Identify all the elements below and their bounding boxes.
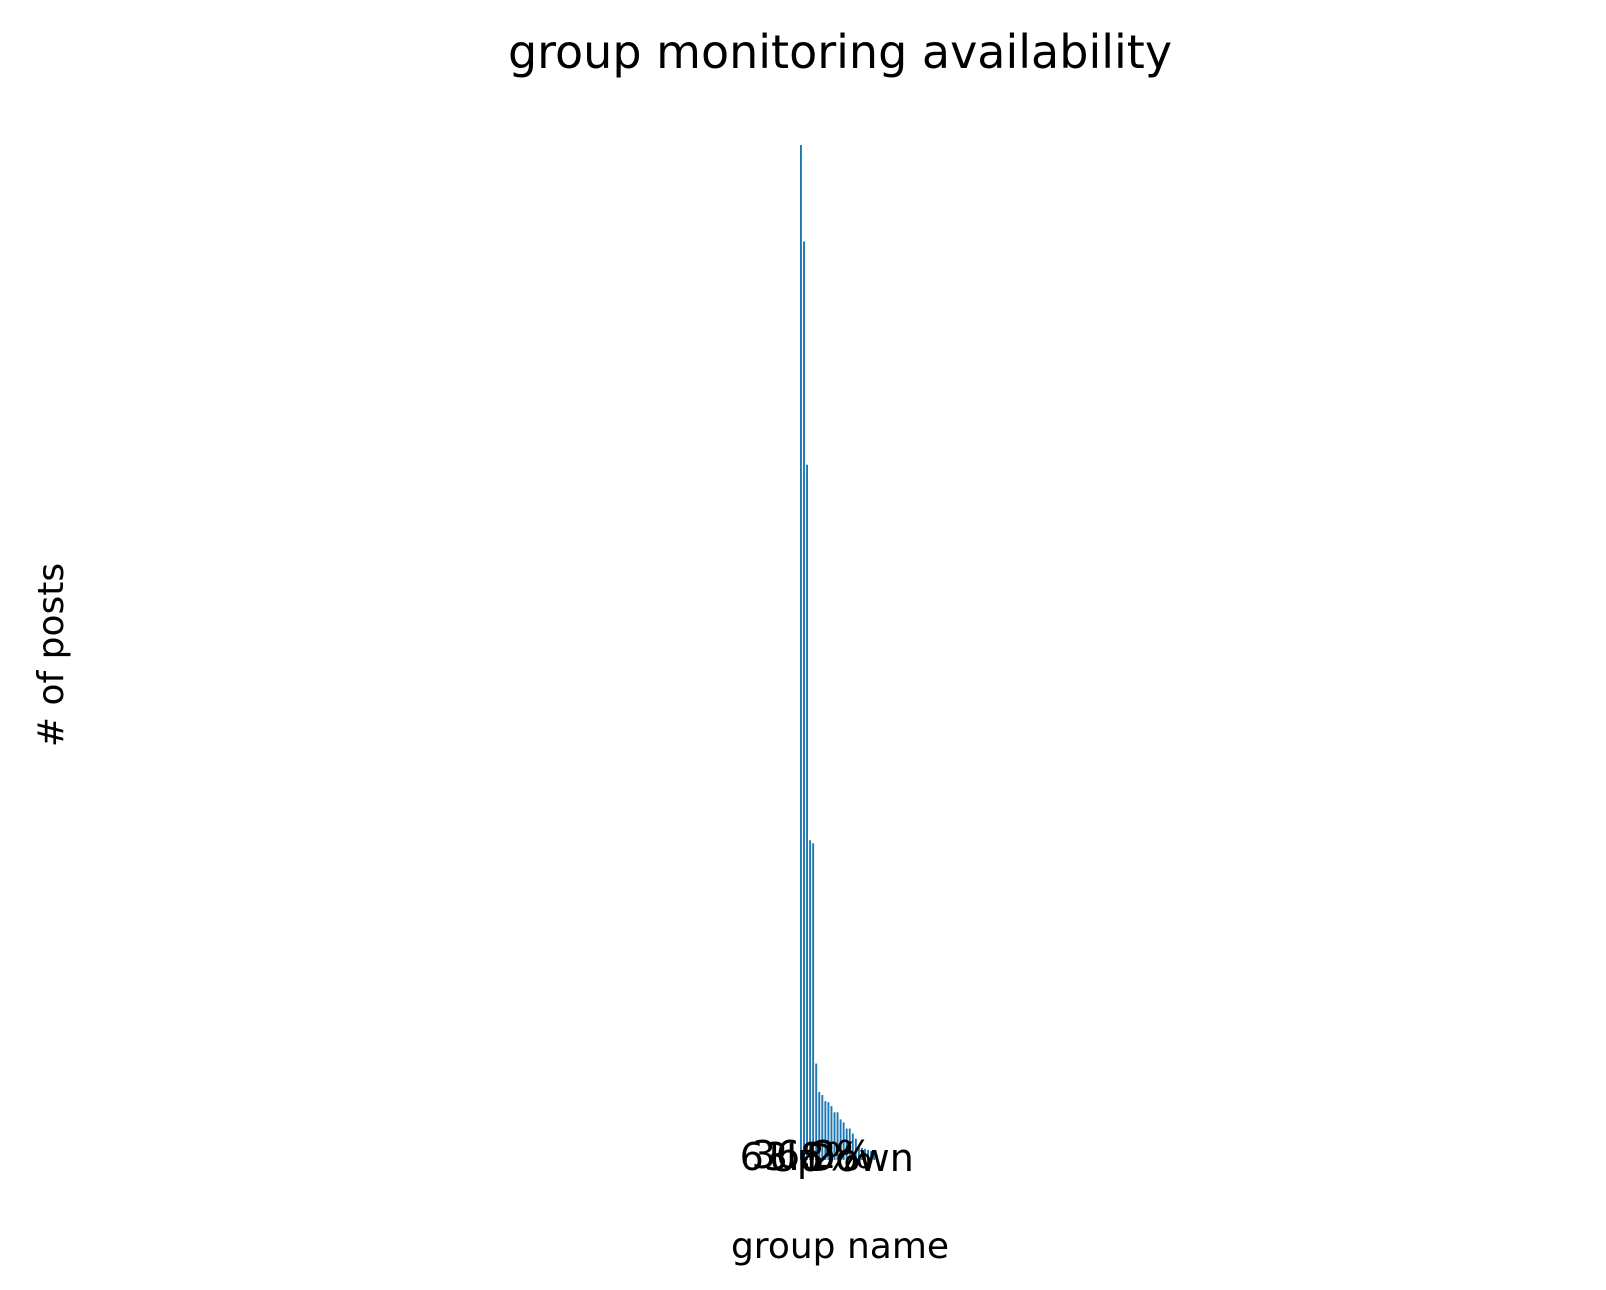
pie-label-down: Down: [806, 1136, 914, 1180]
bar-22: [867, 1149, 869, 1160]
bar-15: [845, 1128, 848, 1160]
bar-2: [806, 464, 808, 1161]
x-axis-label: group name: [731, 1226, 949, 1267]
pie-pct-up: 63.8%: [740, 1135, 861, 1179]
pie-pct-down: 36.2%: [752, 1133, 873, 1177]
bar-1: [803, 241, 805, 1160]
bar-24: [873, 1152, 876, 1160]
bar-23: [870, 1150, 873, 1160]
bar-12: [836, 1112, 839, 1160]
bar-7: [821, 1095, 824, 1160]
bar-17: [851, 1133, 854, 1160]
bar-14: [842, 1122, 845, 1160]
bar-16: [848, 1128, 851, 1160]
pie-label-up: Up: [769, 1136, 821, 1180]
bar-4: [812, 843, 815, 1160]
bar-5: [815, 1063, 818, 1160]
bar-6: [818, 1091, 821, 1160]
bar-3: [809, 840, 812, 1160]
bar-series: [800, 145, 876, 1161]
chart-title: group monitoring availability: [508, 25, 1172, 79]
bar-10: [830, 1106, 833, 1160]
bar-11: [833, 1112, 836, 1160]
bar-19: [857, 1145, 860, 1160]
bar-9: [827, 1102, 830, 1160]
bar-18: [854, 1138, 857, 1160]
bar-0: [800, 145, 802, 1160]
bar-21: [864, 1148, 866, 1160]
bar-8: [824, 1101, 827, 1160]
y-axis-label: # of posts: [31, 563, 72, 747]
bar-20: [861, 1147, 863, 1160]
pie-labels: Up Down 63.8% 36.2%: [740, 1133, 914, 1180]
bar-13: [839, 1119, 842, 1160]
